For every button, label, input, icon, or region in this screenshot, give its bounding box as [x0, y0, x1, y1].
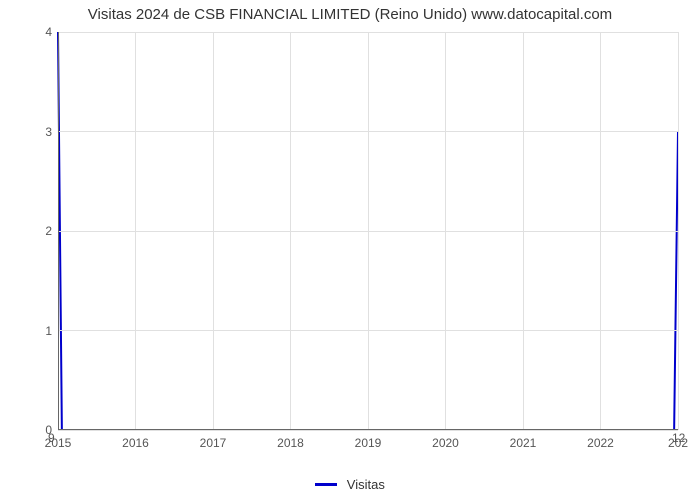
- x-tick-label: 2018: [277, 430, 304, 450]
- corner-label-bottom-left: 9: [48, 431, 55, 445]
- legend-label: Visitas: [347, 477, 385, 492]
- corner-label-bottom-right: 12: [672, 431, 685, 445]
- y-tick-label: 4: [45, 25, 58, 39]
- x-gridline: [290, 32, 291, 430]
- x-gridline: [135, 32, 136, 430]
- bottom-axis: [58, 429, 678, 430]
- y-tick-label: 2: [45, 224, 58, 238]
- x-tick-label: 2019: [355, 430, 382, 450]
- x-tick-label: 2020: [432, 430, 459, 450]
- plot-area: 0123420152016201720182019202020212022202…: [58, 32, 678, 430]
- x-gridline: [213, 32, 214, 430]
- chart-container: Visitas 2024 de CSB FINANCIAL LIMITED (R…: [0, 0, 700, 500]
- x-gridline: [368, 32, 369, 430]
- x-gridline: [678, 32, 679, 430]
- legend-swatch: [315, 483, 337, 486]
- x-gridline: [600, 32, 601, 430]
- x-gridline: [523, 32, 524, 430]
- x-tick-label: 2016: [122, 430, 149, 450]
- y-tick-label: 1: [45, 324, 58, 338]
- x-tick-label: 2021: [510, 430, 537, 450]
- y-tick-label: 3: [45, 125, 58, 139]
- x-tick-label: 2022: [587, 430, 614, 450]
- legend: Visitas: [0, 476, 700, 492]
- left-axis: [58, 32, 59, 430]
- x-gridline: [445, 32, 446, 430]
- x-tick-label: 2017: [200, 430, 227, 450]
- chart-title: Visitas 2024 de CSB FINANCIAL LIMITED (R…: [0, 6, 700, 23]
